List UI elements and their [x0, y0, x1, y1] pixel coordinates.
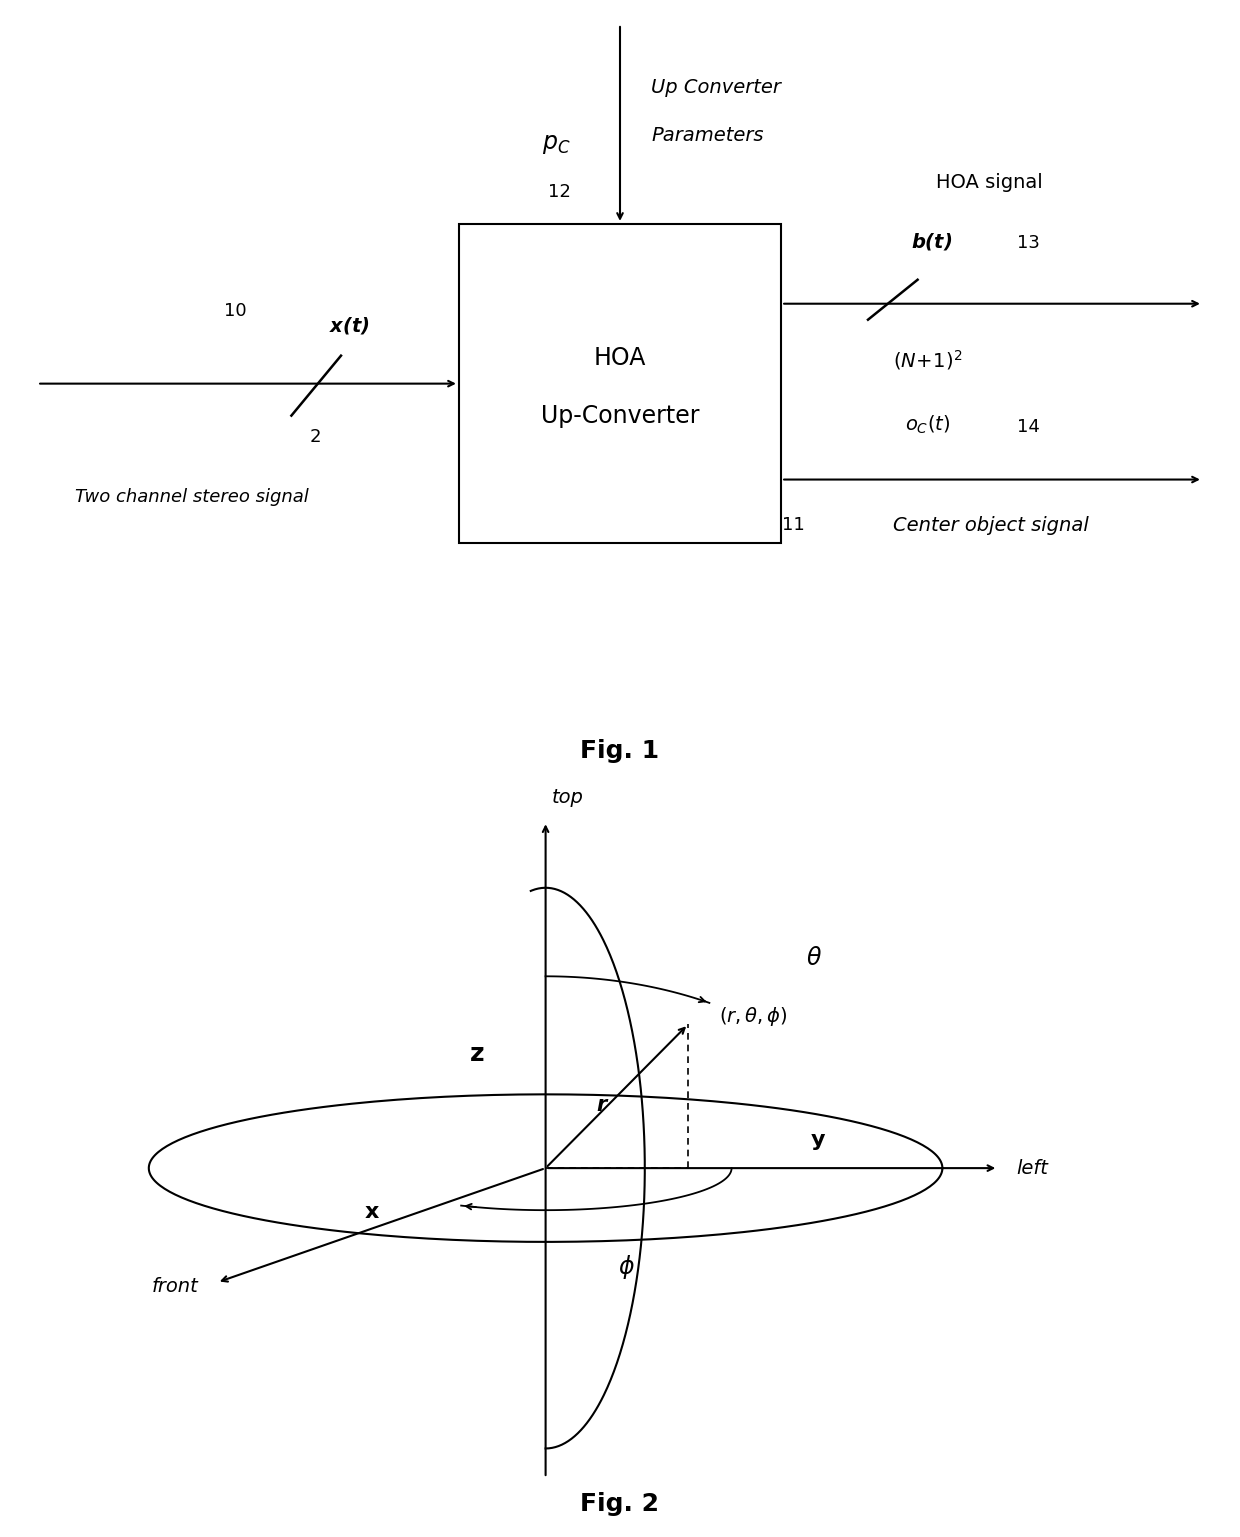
Text: 13: 13	[1017, 234, 1039, 252]
Text: top: top	[552, 787, 584, 807]
Text: $\bfit{b}(t)$: $\bfit{b}(t)$	[911, 231, 952, 252]
Text: HOA: HOA	[594, 346, 646, 370]
Text: Up Converter: Up Converter	[651, 78, 781, 97]
Text: 11: 11	[782, 515, 805, 533]
Text: z: z	[470, 1042, 485, 1065]
Text: Center object signal: Center object signal	[893, 515, 1089, 535]
Text: r: r	[596, 1096, 606, 1116]
Text: 10: 10	[224, 301, 247, 320]
Text: Fig. 2: Fig. 2	[580, 1492, 660, 1515]
Text: $\theta$: $\theta$	[806, 945, 822, 970]
Text: 2: 2	[310, 427, 321, 446]
Text: $(N\!+\!1)^2$: $(N\!+\!1)^2$	[893, 347, 962, 372]
Text: Parameters: Parameters	[651, 126, 764, 146]
Text: Two channel stereo signal: Two channel stereo signal	[76, 487, 309, 506]
Text: $o_C(t)$: $o_C(t)$	[905, 413, 950, 435]
Text: left: left	[1017, 1159, 1049, 1177]
Text: x: x	[365, 1202, 379, 1222]
Text: $\bfit{x}(t)$: $\bfit{x}(t)$	[329, 315, 370, 335]
Text: $\phi$: $\phi$	[618, 1253, 635, 1280]
Text: 12: 12	[548, 183, 570, 201]
Text: 14: 14	[1017, 418, 1039, 435]
Text: $\mathbf{\mathit{p}}_C$: $\mathbf{\mathit{p}}_C$	[542, 132, 570, 155]
Text: Fig. 1: Fig. 1	[580, 739, 660, 764]
Bar	[459, 224, 781, 544]
Text: $(r,\theta,\phi)$: $(r,\theta,\phi)$	[719, 1005, 787, 1028]
Text: HOA signal: HOA signal	[936, 172, 1043, 192]
Text: y: y	[811, 1130, 826, 1150]
Text: front: front	[151, 1277, 198, 1296]
Text: Up-Converter: Up-Converter	[541, 404, 699, 427]
